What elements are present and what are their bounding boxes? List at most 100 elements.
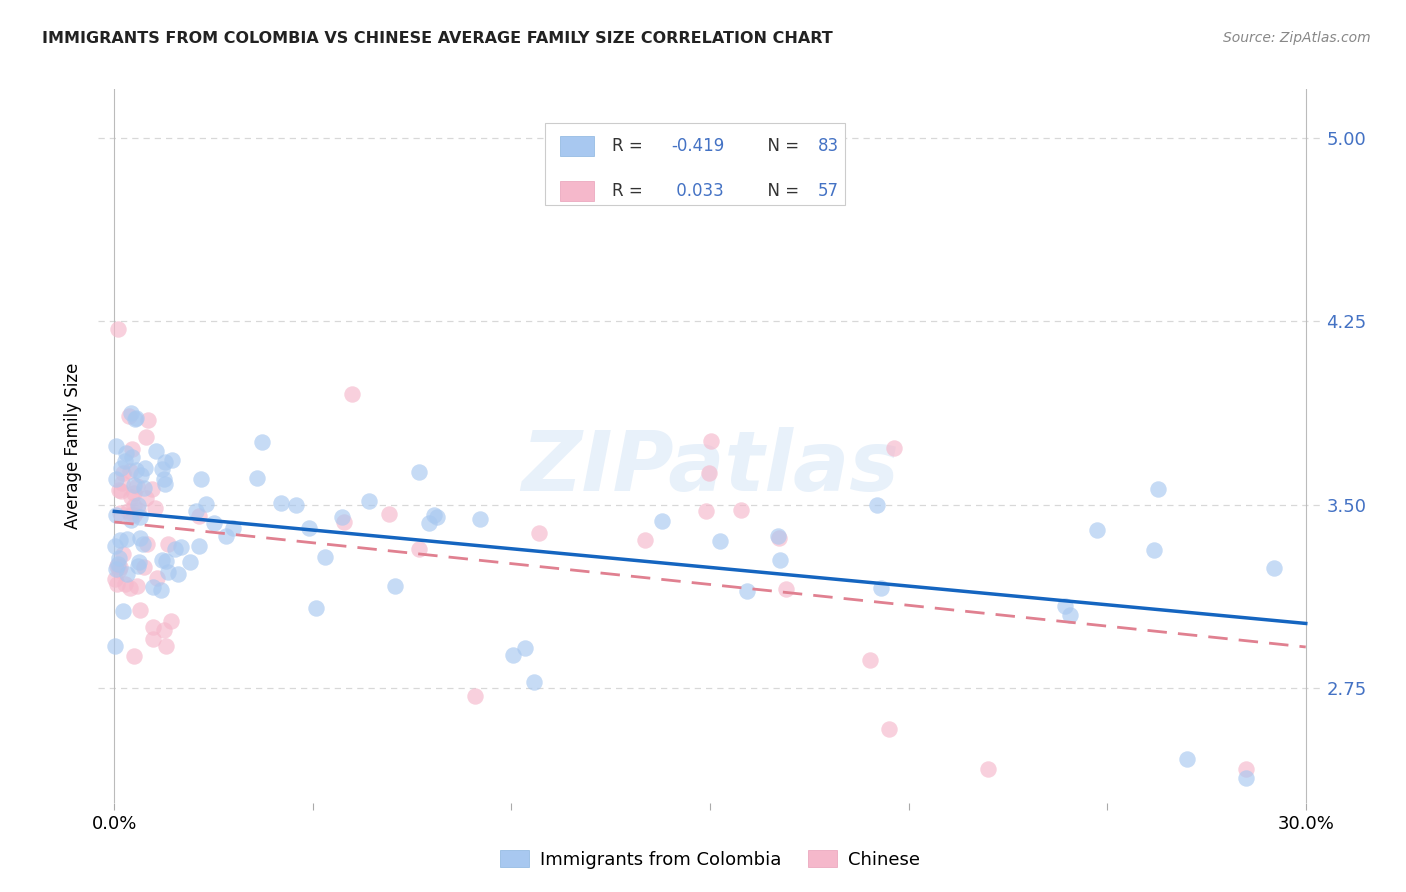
Point [104,540,127,554]
Point [108,550,131,565]
Point [1175,752,1198,766]
Point [1263,561,1285,575]
Point [1234,772,1257,786]
Point [120,406,142,420]
Point [125,463,148,477]
Point [127,502,149,516]
Point [104,572,127,586]
Point [115,446,138,460]
Point [270,495,292,509]
Point [128,555,150,569]
Point [150,553,173,567]
Point [330,509,353,524]
Point [129,509,152,524]
Legend: Immigrants from Colombia, Chinese: Immigrants from Colombia, Chinese [494,843,927,876]
Point [117,566,139,581]
Point [114,577,136,591]
Point [695,504,717,518]
Point [120,513,142,527]
Point [187,509,209,524]
Point [143,500,166,515]
Point [870,581,893,595]
Point [122,649,145,664]
Point [142,619,165,633]
Point [142,580,165,594]
Point [105,562,128,576]
Point [513,640,536,655]
Point [110,533,132,547]
Point [153,472,176,486]
Point [108,483,131,497]
Point [135,491,157,506]
Point [125,411,148,425]
Point [104,508,127,522]
Text: ZIPatlas: ZIPatlas [522,427,898,508]
Point [108,507,131,521]
Point [378,507,401,521]
Point [314,550,336,565]
Point [155,554,177,568]
Point [142,632,165,646]
Point [423,508,446,522]
Point [135,537,157,551]
Point [108,563,131,577]
Point [134,482,156,496]
Point [127,479,149,493]
Point [866,498,889,512]
Point [111,604,134,618]
Point [298,520,321,534]
Point [1143,542,1166,557]
Point [157,565,180,579]
Point [187,539,209,553]
Point [408,541,430,556]
Point [134,461,156,475]
Point [132,537,155,551]
Text: N =: N = [756,136,804,154]
Point [105,559,128,574]
Point [124,412,146,426]
Point [162,453,184,467]
Point [408,465,430,479]
Point [121,442,143,457]
Point [527,526,550,541]
Point [426,510,449,524]
Point [118,581,141,595]
Point [179,555,201,569]
Text: 0.033: 0.033 [671,182,724,200]
Point [634,533,657,548]
Point [117,504,139,518]
Point [127,559,149,574]
Point [502,648,524,662]
Point [122,508,145,522]
Point [129,603,152,617]
Point [129,467,152,482]
Point [184,504,207,518]
Point [152,462,174,476]
Point [125,579,148,593]
Point [160,615,183,629]
Point [111,547,134,561]
Text: Source: ZipAtlas.com: Source: ZipAtlas.com [1223,31,1371,45]
Point [155,476,177,491]
Point [146,571,169,585]
Point [117,533,139,547]
Point [141,482,163,496]
Point [120,508,142,522]
Point [769,553,792,567]
Point [110,559,132,574]
Text: 57: 57 [818,182,838,200]
Point [305,601,328,615]
Point [117,409,139,423]
Point [202,516,225,530]
Point [883,441,905,455]
Text: R =: R = [612,182,648,200]
Point [730,503,752,517]
Point [120,464,142,478]
Point [105,576,128,591]
Point [766,528,789,542]
Y-axis label: Average Family Size: Average Family Size [65,363,83,529]
Point [523,674,546,689]
Point [246,471,269,485]
Point [110,461,132,475]
Point [700,434,723,448]
